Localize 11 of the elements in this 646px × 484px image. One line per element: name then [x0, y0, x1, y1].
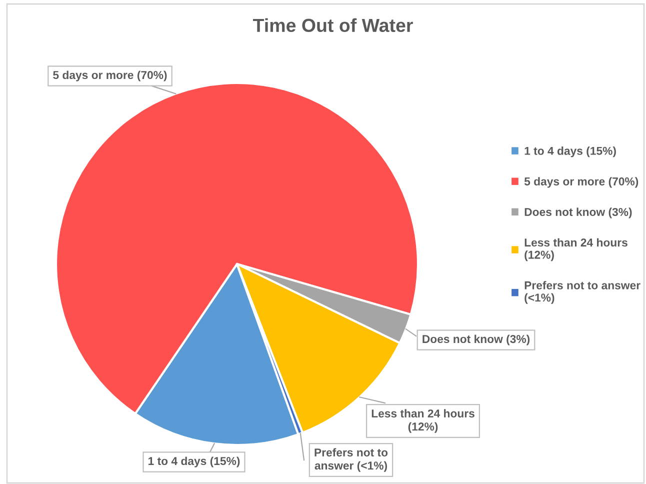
data-label: Does not know (3%) [422, 334, 530, 346]
data-label: 5 days or more (70%) [53, 70, 167, 82]
legend-label: Does not know (3%) [524, 208, 632, 218]
legend-label: Less than 24 hours (12%) [524, 238, 628, 262]
data-label: Less than 24 hours (12%) [372, 409, 474, 433]
data-label: Prefers not to answer (<1%) [314, 448, 388, 472]
data-label: 1 to 4 days (15%) [148, 456, 240, 468]
legend-label: Prefers not to answer (<1%) [524, 281, 640, 304]
chart-title: Time Out of Water [253, 18, 413, 32]
legend-label: 1 to 4 days (15%) [524, 146, 616, 158]
legend-label: 5 days or more (70%) [524, 177, 638, 188]
